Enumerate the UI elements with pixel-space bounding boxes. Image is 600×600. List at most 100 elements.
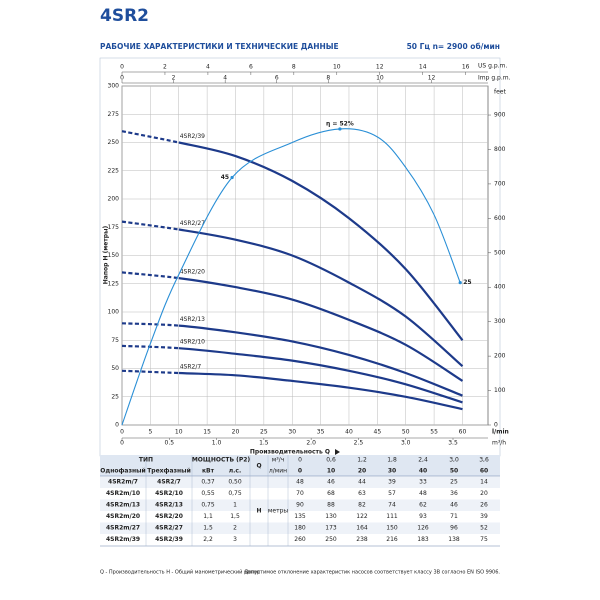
curve (178, 324, 463, 397)
curve-dashed (121, 369, 179, 375)
table-cell: 33 (419, 479, 427, 486)
us_gpm-tick-label: 6 (249, 64, 253, 71)
x-tick-label: 40 (345, 429, 353, 436)
imp-unit: Imp g.p.m. (478, 75, 511, 82)
curve (178, 371, 463, 411)
feet-tick-label: 300 (494, 318, 506, 325)
us_gpm-tick-label: 16 (462, 64, 470, 71)
table-cell: 0,50 (228, 479, 242, 486)
table-cell: МОЩНОСТЬ (P2) (192, 457, 251, 464)
x-tick-label: 15 (203, 429, 211, 436)
y-tick-label: 25 (111, 393, 119, 400)
x-tick-label: 45 (374, 429, 382, 436)
y-tick-label: 50 (111, 365, 119, 372)
y-tick-label: 125 (108, 280, 120, 287)
x-tick-label: 30 (288, 429, 296, 436)
table-cell: 216 (386, 536, 398, 543)
m3h-tick-label: 2.5 (354, 440, 364, 447)
table-cell: 3,0 (449, 457, 459, 464)
table-cell: 1,8 (387, 457, 397, 464)
table-cell: 0,75 (228, 490, 242, 497)
curve-label: 4SR2/7 (180, 364, 202, 371)
y-tick-label: 300 (108, 83, 120, 90)
subtitle: РАБОЧИЕ ХАРАКТЕРИСТИКИ И ТЕХНИЧЕСКИЕ ДАН… (100, 42, 339, 51)
curve-label: 4SR2/20 (180, 269, 205, 276)
curve-label: 4SR2/39 (180, 133, 205, 140)
y-tick-label: 100 (108, 309, 120, 316)
x-title: Производительность Q (250, 449, 330, 456)
table-cell: 1 (233, 502, 237, 509)
table-cell: 150 (386, 525, 398, 532)
m3h-tick-label: 3.5 (448, 440, 458, 447)
curve-dashed (121, 271, 179, 280)
footer-left: Q - Производительность H - Общий маномет… (100, 569, 260, 576)
x-tick-label: 35 (317, 429, 325, 436)
table-cell: 70 (296, 490, 304, 497)
x-tick-label: 60 (459, 429, 467, 436)
table-cell: 126 (417, 525, 429, 532)
table-cell: 138 (448, 536, 460, 543)
table-cell: 4SR2m/39 (106, 536, 140, 543)
table-cell: 60 (480, 468, 488, 475)
curve-dashed (121, 220, 179, 231)
us-unit: US g.p.m. (478, 63, 507, 70)
table-cell: 63 (358, 490, 366, 497)
table-cell: 52 (480, 525, 488, 532)
table-cell: 75 (480, 536, 488, 543)
speed: 50 Гц n= 2900 об/мин (407, 42, 500, 51)
m3h-tick-label: 2.0 (306, 440, 316, 447)
imp_gpm-tick-label: 4 (223, 75, 227, 82)
table-cell: 180 (294, 525, 306, 532)
footer-right: Допустимое отклонение характеристик насо… (244, 570, 500, 576)
table-cell: 93 (419, 513, 427, 520)
table-cell: м³/ч (272, 457, 285, 464)
table-cell: 122 (356, 513, 368, 520)
x-tick-label: 25 (260, 429, 268, 436)
grid (121, 85, 488, 426)
m3h-tick-label: 0.5 (165, 440, 175, 447)
us_gpm-tick-label: 0 (120, 64, 124, 71)
table-cell: 1,5 (203, 525, 213, 532)
curve (178, 228, 464, 368)
imp_gpm-tick-label: 10 (376, 75, 384, 82)
row-bg (100, 476, 500, 488)
feet-tick-label: 600 (494, 215, 506, 222)
curve (178, 141, 464, 341)
y-tick-label: 0 (115, 422, 119, 429)
efficiency-curve (121, 128, 461, 426)
curve-dashed (121, 344, 179, 350)
y-tick-label: 150 (108, 252, 120, 259)
table-cell: 4SR2m/7 (108, 479, 138, 486)
curve (178, 347, 463, 404)
table-cell: 4SR2/27 (155, 525, 183, 532)
table-cell: 20 (480, 490, 488, 497)
curve-label: 4SR2/27 (180, 220, 205, 227)
table-cell: 250 (325, 536, 337, 543)
table-cell: л/мин (269, 468, 287, 475)
feet-tick-label: 100 (494, 387, 506, 394)
x-tick-label: 0 (120, 429, 124, 436)
table-cell: Трехфазный (147, 468, 191, 475)
table: ТИП МОЩНОСТЬ (P2) Однофазный Трехфазный кВт л… (100, 455, 500, 547)
table-cell: 4SR2/39 (155, 536, 183, 543)
table-cell: 68 (327, 490, 335, 497)
table-cell: 2,2 (203, 536, 213, 543)
table-cell: 4SR2m/20 (106, 513, 140, 520)
table-cell: 260 (294, 536, 306, 543)
table-cell: 4SR2m/27 (106, 525, 140, 532)
table-cell: 4SR2/7 (157, 479, 181, 486)
us_gpm-tick-label: 12 (376, 64, 384, 71)
table-cell: 44 (358, 479, 366, 486)
table-header-bg (100, 455, 500, 476)
row-bg (100, 522, 500, 534)
y-tick-label: 225 (108, 167, 120, 174)
x-tick-label: 50 (402, 429, 410, 436)
x-tick-label: 10 (175, 429, 183, 436)
table-cell: 0 (298, 468, 302, 475)
table-cell: 26 (480, 502, 488, 509)
table-cell: 46 (450, 502, 458, 509)
table-cell: 48 (419, 490, 427, 497)
table-cell: 20 (358, 468, 366, 475)
m3h-tick-label: 3.0 (401, 440, 411, 447)
x-tick-label: 20 (232, 429, 240, 436)
